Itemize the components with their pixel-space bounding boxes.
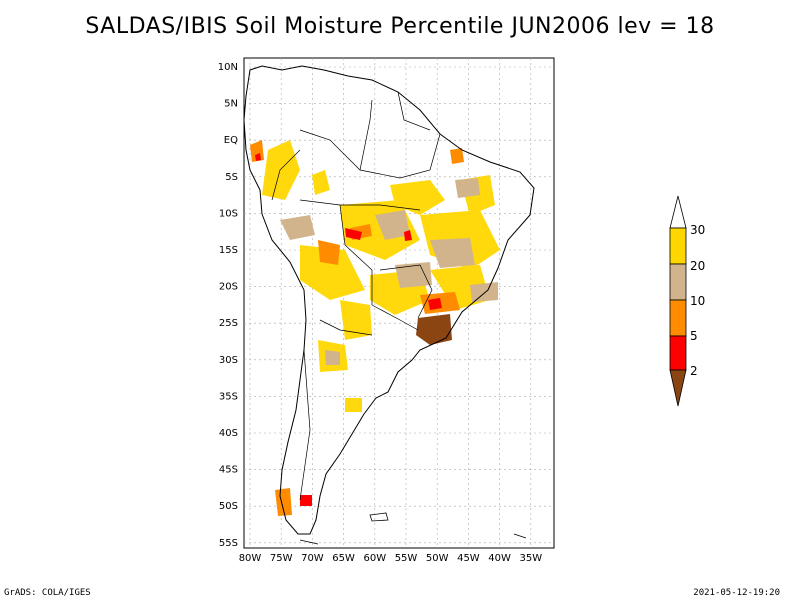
islands [299, 512, 527, 545]
colorbar-label-20: 20 [690, 259, 705, 273]
colorbar-bin-20-30 [669, 227, 687, 265]
colorbar: 30 20 10 5 2 [669, 195, 705, 407]
lon-tick-label: 60W [363, 553, 386, 564]
country-borders [271, 91, 441, 501]
lat-tick-label: 50S [219, 501, 238, 512]
lat-tick-label: 55S [219, 538, 238, 549]
colorbar-label-2: 2 [690, 364, 698, 378]
lat-tick-label: 20S [219, 282, 238, 293]
lat-tick-label: 40S [219, 428, 238, 439]
colorbar-bin-10-20 [669, 263, 687, 301]
colorbar-label-5: 5 [690, 329, 698, 343]
colorbar-bin-2-5 [669, 335, 687, 371]
lon-tick-label: 55W [395, 553, 418, 564]
lon-tick-label: 35W [519, 553, 542, 564]
lon-tick-label: 45W [457, 553, 480, 564]
lat-tick-label: 25S [219, 318, 238, 329]
continent-outline [243, 65, 535, 535]
footer-left: GrADS: COLA/IGES [4, 588, 91, 598]
lat-tick-label: 30S [219, 355, 238, 366]
colorbar-label-30: 30 [690, 223, 705, 237]
colorbar-bin-5-10 [669, 299, 687, 337]
lat-tick-label: 35S [219, 391, 238, 402]
lat-tick-label: 15S [219, 245, 238, 256]
lon-tick-label: 75W [270, 553, 293, 564]
lon-tick-label: 40W [488, 553, 511, 564]
lat-tick-label: 45S [219, 465, 238, 476]
axis-ticks: 10N 5N EQ 5S 10S 15S 20S 25S 30S 35S 40S 45S 50S 55S8… [218, 62, 542, 564]
lat-tick-label: 5S [225, 172, 238, 183]
lon-tick-label: 70W [301, 553, 324, 564]
percentile-shading [250, 140, 500, 516]
map-frame [243, 57, 555, 549]
lon-tick-label: 80W [239, 553, 262, 564]
lon-tick-label: 50W [426, 553, 449, 564]
colorbar-bottom-triangle [669, 369, 687, 407]
lon-tick-label: 65W [332, 553, 355, 564]
chart-title: SALDAS/IBIS Soil Moisture Percentile JUN… [85, 14, 715, 39]
lat-tick-label: 10N [218, 62, 238, 73]
lat-tick-label: EQ [224, 135, 238, 146]
lat-tick-label: 10S [219, 208, 238, 219]
footer-right: 2021-05-12-19:20 [693, 588, 780, 598]
colorbar-label-10: 10 [690, 294, 705, 308]
lat-tick-label: 5N [224, 99, 238, 110]
colorbar-top-triangle [669, 195, 687, 229]
